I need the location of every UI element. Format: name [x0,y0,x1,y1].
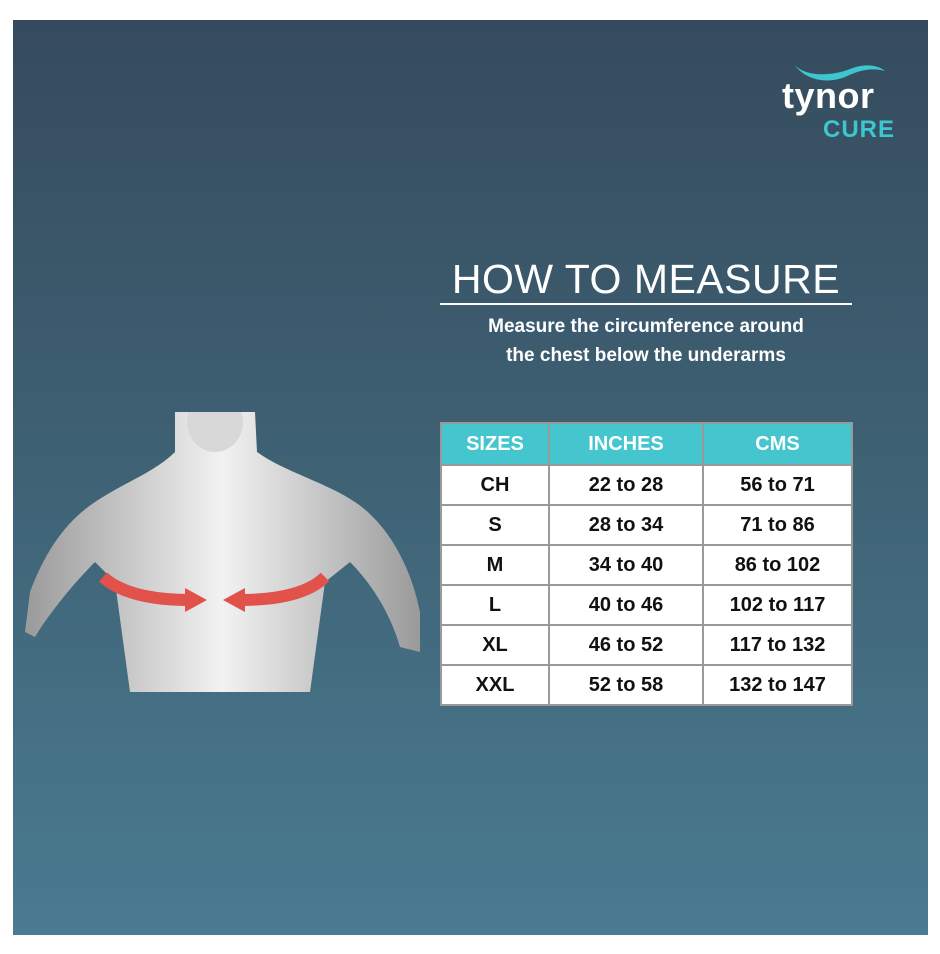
cms-cell: 117 to 132 [702,624,853,666]
inches-cell: 40 to 46 [548,584,704,626]
inches-cell: 34 to 40 [548,544,704,586]
size-cell: L [440,584,550,626]
instruction-line: Measure the circumference around [488,316,804,337]
brand-sub: CURE [823,116,896,143]
table-row: CH 22 to 28 56 to 71 [440,464,853,506]
size-cell: CH [440,464,550,506]
inches-cell: 52 to 58 [548,664,704,706]
header-sizes: SIZES [440,422,550,466]
inches-cell: 22 to 28 [548,464,704,506]
instruction-line: the chest below the underarms [506,345,786,366]
size-cell: XXL [440,664,550,706]
cms-cell: 86 to 102 [702,544,853,586]
table-row: L 40 to 46 102 to 117 [440,584,853,626]
inches-cell: 46 to 52 [548,624,704,666]
table-header-row: SIZES INCHES CMS [440,422,853,466]
table-row: XL 46 to 52 117 to 132 [440,624,853,666]
size-cell: S [440,504,550,546]
inches-cell: 28 to 34 [548,504,704,546]
cms-cell: 132 to 147 [702,664,853,706]
table-row: S 28 to 34 71 to 86 [440,504,853,546]
instructions: Measure the circumference around the che… [440,312,852,370]
brand-logo: tynor CURE [770,55,900,145]
table-row: XXL 52 to 58 132 to 147 [440,664,853,706]
cms-cell: 102 to 117 [702,584,853,626]
brand-name: tynor [782,75,875,116]
table-row: M 34 to 40 86 to 102 [440,544,853,586]
chest-measurement-figure-icon [25,412,420,692]
wave-icon [792,61,885,81]
cms-cell: 56 to 71 [702,464,853,506]
size-cell: XL [440,624,550,666]
size-chart-table: SIZES INCHES CMS CH 22 to 28 56 to 71 S 28 t… [440,422,853,706]
size-cell: M [440,544,550,586]
header-cms: CMS [702,422,853,466]
page-title: HOW TO MEASURE [451,256,841,302]
header-inches: INCHES [548,422,704,466]
title-divider [440,303,852,305]
cms-cell: 71 to 86 [702,504,853,546]
